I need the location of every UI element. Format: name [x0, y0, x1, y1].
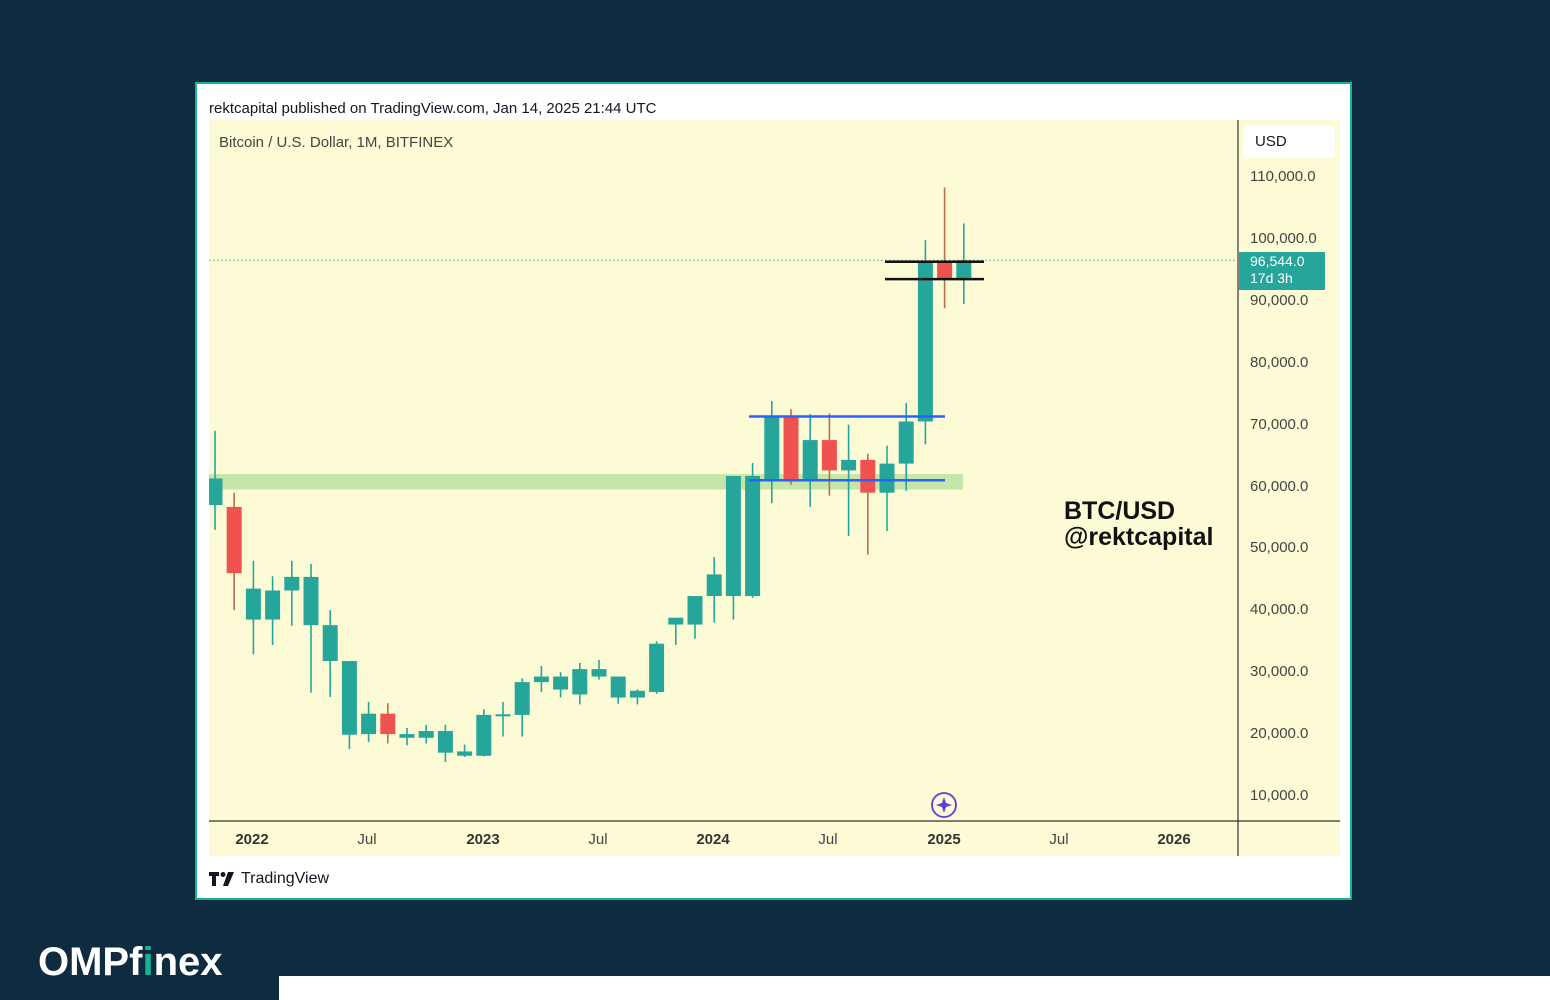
candle[interactable]: [860, 453, 876, 555]
annotation-line-1: BTC/USD: [1064, 497, 1176, 525]
time-tick: Jul: [357, 831, 377, 848]
candlestick-chart[interactable]: [209, 120, 1340, 856]
ideas-marker-icon: [931, 792, 957, 818]
candle[interactable]: [495, 701, 511, 737]
tradingview-logo[interactable]: TradingView: [209, 870, 329, 888]
candle[interactable]: [399, 727, 415, 746]
candle[interactable]: [361, 701, 377, 743]
candle[interactable]: [418, 724, 434, 744]
bar-countdown: 17d 3h: [1250, 270, 1293, 286]
candle[interactable]: [745, 462, 761, 598]
tradingview-logo-icon: [209, 872, 234, 886]
time-tick: Jul: [1049, 831, 1069, 848]
symbol-title: Bitcoin / U.S. Dollar, 1M, BITFINEX: [219, 134, 454, 151]
time-tick: 2022: [235, 831, 269, 848]
brand-text-1: OMPf: [38, 940, 143, 984]
candle[interactable]: [764, 401, 780, 504]
candle[interactable]: [514, 678, 530, 737]
candle[interactable]: [533, 666, 549, 693]
last-price-badge: 96,544.0 17d 3h: [1239, 252, 1325, 290]
brand-text-i: i: [142, 940, 154, 984]
candle[interactable]: [437, 724, 453, 762]
last-price: 96,544.0: [1250, 253, 1305, 269]
candle[interactable]: [284, 560, 300, 626]
candle[interactable]: [476, 709, 492, 757]
candle[interactable]: [245, 560, 261, 655]
brand-text-2: nex: [153, 940, 223, 984]
candle[interactable]: [668, 617, 684, 645]
time-tick: Jul: [588, 831, 608, 848]
price-tick: 30,000.0: [1250, 663, 1309, 681]
chart-annotation: BTC/USD @rektcapital: [1064, 498, 1213, 550]
candle[interactable]: [629, 689, 645, 705]
currency-selector[interactable]: USD: [1243, 126, 1335, 158]
candle[interactable]: [917, 240, 933, 445]
annotation-line-2: @rektcapital: [1064, 523, 1214, 551]
price-tick: 90,000.0: [1250, 291, 1309, 309]
time-tick: 2025: [927, 831, 961, 848]
price-tick: 60,000.0: [1250, 477, 1309, 495]
candle[interactable]: [265, 576, 281, 645]
price-tick: 110,000.0: [1250, 168, 1316, 185]
candle[interactable]: [802, 414, 818, 507]
candle[interactable]: [956, 223, 972, 304]
price-tick: 80,000.0: [1250, 353, 1309, 371]
candle[interactable]: [783, 409, 799, 485]
footer-bar: [279, 976, 1550, 1000]
tradingview-logo-text: TradingView: [241, 870, 330, 887]
candle[interactable]: [821, 413, 837, 496]
price-tick: 40,000.0: [1250, 601, 1309, 619]
price-tick: 20,000.0: [1250, 725, 1309, 743]
candle[interactable]: [725, 475, 741, 620]
candle[interactable]: [553, 672, 569, 698]
chart-plot-area[interactable]: Bitcoin / U.S. Dollar, 1M, BITFINEX USD …: [209, 120, 1340, 856]
candle[interactable]: [937, 187, 953, 309]
time-tick: Jul: [818, 831, 838, 848]
price-tick: 50,000.0: [1250, 539, 1309, 557]
candle[interactable]: [380, 703, 396, 744]
candle[interactable]: [610, 676, 626, 704]
candle[interactable]: [457, 744, 473, 758]
candle[interactable]: [226, 492, 242, 611]
time-tick: 2026: [1157, 831, 1191, 848]
candle[interactable]: [687, 596, 703, 639]
price-tick: 100,000.0: [1250, 229, 1317, 247]
time-tick: 2023: [466, 831, 500, 848]
time-tick: 2024: [696, 831, 730, 848]
candle[interactable]: [341, 661, 357, 749]
omp-finex-logo: OMPfinex: [38, 940, 223, 985]
candle[interactable]: [879, 445, 895, 532]
price-tick: 70,000.0: [1250, 415, 1309, 433]
chart-card: rektcapital published on TradingView.com…: [195, 82, 1352, 900]
candle[interactable]: [706, 557, 722, 623]
published-caption: rektcapital published on TradingView.com…: [209, 100, 657, 117]
price-tick: 10,000.0: [1250, 787, 1309, 804]
candle[interactable]: [303, 563, 319, 693]
candle[interactable]: [649, 641, 665, 694]
candle[interactable]: [591, 659, 607, 680]
candle[interactable]: [572, 662, 588, 705]
candle[interactable]: [209, 430, 223, 530]
candle[interactable]: [322, 610, 338, 697]
